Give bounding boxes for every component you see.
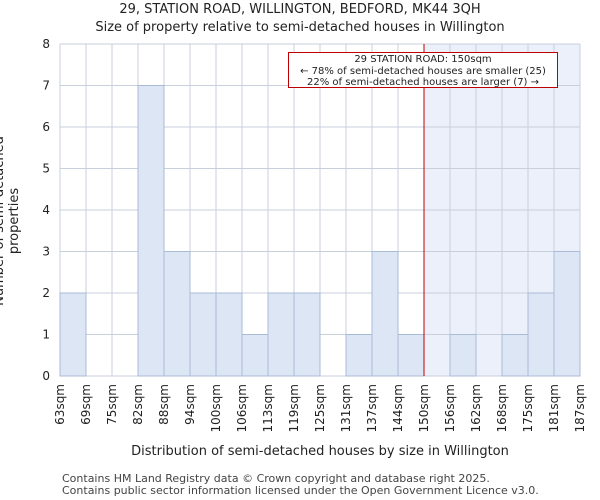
bars	[59, 85, 581, 377]
y-tick-label: 2	[42, 286, 50, 300]
histogram-bar	[293, 292, 321, 377]
x-tick-label: 175sqm	[521, 384, 535, 432]
histogram-bar	[501, 334, 529, 377]
x-tick-label: 156sqm	[443, 384, 457, 432]
x-tick-label: 106sqm	[235, 384, 249, 432]
y-tick-label: 7	[42, 79, 50, 93]
y-tick-labels: 0 1 2 3 4 5 6 7 8	[42, 37, 50, 383]
annotation-line-2: ← 78% of semi-detached houses are smalle…	[300, 65, 546, 77]
x-tick-label: 144sqm	[391, 384, 405, 432]
x-tick-label: 162sqm	[469, 384, 483, 432]
y-tick-label: 8	[42, 37, 50, 51]
x-tick-label: 150sqm	[417, 384, 431, 432]
x-tick-label: 75sqm	[105, 384, 119, 425]
y-axis-label: Number of semi-detached properties	[0, 136, 22, 306]
histogram-bar	[397, 334, 425, 377]
x-tick-label: 69sqm	[79, 384, 93, 425]
property-annotation: 29 STATION ROAD: 150sqm ← 78% of semi-de…	[288, 52, 558, 88]
annotation-line-1: 29 STATION ROAD: 150sqm	[354, 54, 492, 65]
x-tick-label: 187sqm	[573, 384, 587, 432]
histogram-bar	[163, 251, 191, 377]
histogram-bar	[241, 334, 269, 377]
histogram-bar	[215, 292, 243, 377]
x-tick-label: 181sqm	[547, 384, 561, 432]
x-axis-label: Distribution of semi-detached houses by …	[131, 444, 509, 459]
footer-copyright: Contains HM Land Registry data © Crown c…	[62, 472, 490, 485]
x-tick-label: 119sqm	[287, 384, 301, 432]
y-tick-label: 4	[42, 203, 50, 217]
x-tick-label: 137sqm	[365, 384, 379, 432]
histogram-bar	[371, 251, 399, 377]
y-tick-label: 3	[42, 245, 50, 259]
x-tick-label: 100sqm	[209, 384, 223, 432]
histogram-bar	[189, 292, 217, 377]
histogram-bar	[59, 292, 87, 377]
x-tick-label: 88sqm	[157, 384, 171, 425]
annotation-line-3: 22% of semi-detached houses are larger (…	[306, 77, 540, 88]
footer-licence: Contains public sector information licen…	[62, 484, 539, 497]
histogram-bar	[345, 334, 373, 377]
histogram-bar	[267, 292, 295, 377]
x-tick-label: 131sqm	[339, 384, 353, 432]
histogram-bar	[553, 251, 581, 377]
x-tick-label: 125sqm	[313, 384, 327, 432]
x-tick-label: 113sqm	[261, 384, 275, 432]
y-tick-label: 0	[42, 369, 50, 383]
y-tick-label: 5	[42, 162, 50, 176]
chart-title-address: 29, STATION ROAD, WILLINGTON, BEDFORD, M…	[119, 2, 481, 17]
histogram-bar	[137, 85, 165, 377]
x-tick-labels: 63sqm 69sqm 75sqm 82sqm 88sqm 94sqm 100sqm 106s…	[53, 384, 587, 432]
chart-title: Size of property relative to semi-detach…	[95, 20, 505, 35]
x-tick-label: 82sqm	[131, 384, 145, 425]
x-tick-label: 63sqm	[53, 384, 67, 425]
y-tick-label: 1	[42, 328, 50, 342]
y-tick-label: 6	[42, 120, 50, 134]
x-tick-label: 94sqm	[183, 384, 197, 425]
x-tick-label: 168sqm	[495, 384, 509, 432]
histogram-bar	[527, 292, 555, 377]
histogram-bar	[449, 334, 477, 377]
